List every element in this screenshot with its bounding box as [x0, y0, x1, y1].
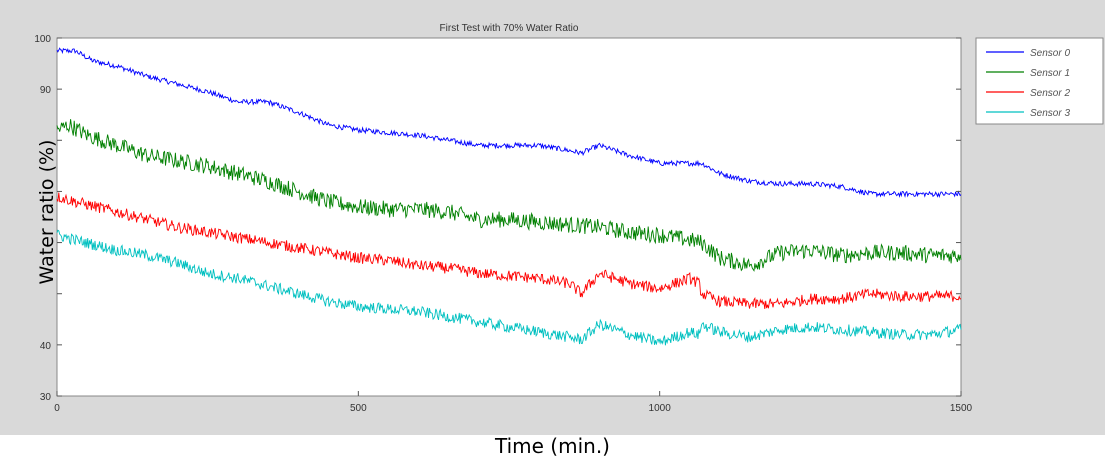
- series-line-sensor-3: [56, 229, 962, 346]
- x-tick-label: 500: [350, 403, 367, 414]
- y-tick-label: 30: [40, 392, 52, 403]
- legend-label: Sensor 1: [1030, 68, 1070, 79]
- chart-title: First Test with 70% Water Ratio: [440, 23, 579, 34]
- x-tick-label: 1500: [950, 403, 973, 414]
- y-tick-label: 100: [34, 34, 51, 45]
- legend-label: Sensor 2: [1030, 88, 1070, 99]
- y-tick-label: 90: [40, 85, 52, 96]
- legend: Sensor 0 Sensor 1 Sensor 2 Sensor 3: [975, 37, 1104, 125]
- series-line-sensor-1: [56, 119, 962, 272]
- legend-label: Sensor 0: [1030, 48, 1070, 59]
- y-tick-label: 40: [40, 341, 52, 352]
- line-chart: First Test with 70% Water Ratio 0 500 1000…: [34, 23, 1104, 414]
- legend-box: [975, 37, 1104, 125]
- series-layer: [56, 47, 962, 346]
- x-tick-label: 1000: [649, 403, 672, 414]
- x-tick-label: 0: [54, 403, 60, 414]
- series-line-sensor-0: [56, 47, 962, 199]
- legend-label: Sensor 3: [1030, 108, 1070, 119]
- x-axis-label: Time (min.): [495, 434, 610, 458]
- y-axis-label: Water ratio (%): [36, 140, 58, 285]
- series-line-sensor-2: [56, 192, 962, 310]
- ticks-layer: 0 500 1000 1500 30 40 90 100: [34, 34, 972, 414]
